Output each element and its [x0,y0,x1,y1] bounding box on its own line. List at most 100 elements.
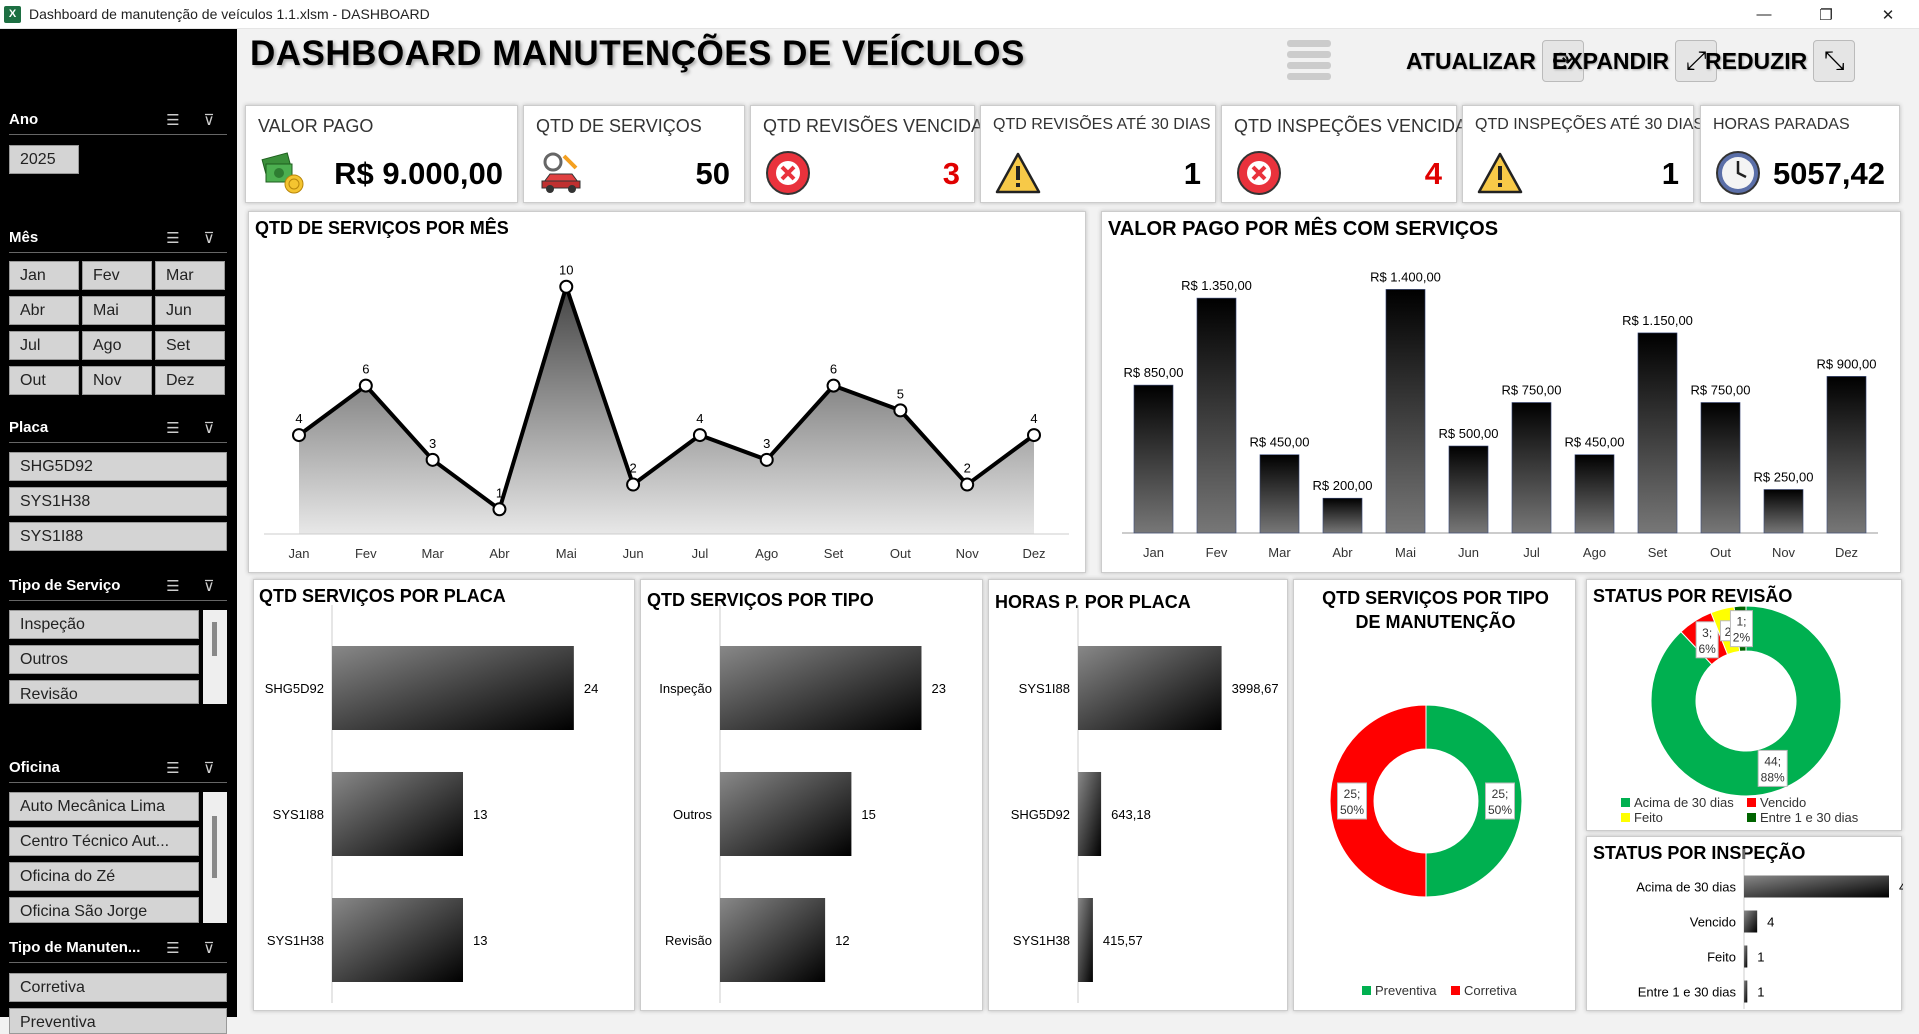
reduce-icon[interactable]: ⤡ [1813,40,1856,82]
refresh-button[interactable]: ATUALIZAR ⟳ [1406,40,1584,82]
restore-button[interactable]: ❐ [1819,6,1833,24]
bar [1744,980,1748,1003]
slicer-item-month[interactable]: Dez [155,366,225,395]
multi-select-icon[interactable]: ☰ [166,419,180,437]
reduce-button[interactable]: REDUZIR ⤡ [1705,40,1856,82]
data-label: 3998,67 [1232,681,1279,696]
bar [720,772,852,856]
clear-filter-icon[interactable]: ⊽ [203,111,215,129]
chart-title: QTD DE SERVIÇOS POR MÊS [255,218,509,238]
category-label: Outros [673,807,713,822]
slicer-item-month[interactable]: Set [155,331,225,360]
data-label: 13 [473,933,487,948]
bar [1574,454,1615,534]
label-box [1757,749,1788,787]
tick-label: Out [890,546,911,561]
slicer-item-manutencao[interactable]: Preventiva [9,1008,227,1034]
bar [1078,898,1093,982]
slicer-item-tipo[interactable]: Outros [9,645,199,674]
data-label: R$ 1.350,00 [1181,278,1252,293]
kpi-valor-pago: VALOR PAGO R$ 9.000,00 [245,105,518,203]
chart-title: QTD SERVIÇOS POR PLACA [259,586,506,606]
data-label: 24 [584,681,598,696]
bar [720,646,922,730]
data-point [492,502,507,517]
minimize-button[interactable]: — [1756,6,1772,23]
slicer-mes: Mês ☰ ⊽ [9,223,227,253]
window-title: Dashboard de manutenção de veículos 1.1.… [29,6,430,22]
label-box [1337,782,1367,820]
expand-button[interactable]: EXPANDIR ⤢ [1552,40,1718,82]
clear-filter-icon[interactable]: ⊽ [203,419,215,437]
slicer-item-manutencao[interactable]: Corretiva [9,973,227,1002]
menu-icon[interactable] [1287,40,1331,84]
slicer-item-month[interactable]: Nov [82,366,152,395]
slicer-title: Ano [9,111,39,128]
slicer-item-month[interactable]: Jun [155,296,225,325]
data-label: 3 [763,436,770,451]
slicer-item-placa[interactable]: SYS1H38 [9,487,227,516]
expand-icon[interactable]: ⤢ [1675,40,1718,82]
kpi-title: QTD REVISÕES ATÉ 30 DIAS [993,116,1211,133]
slicer-item-tipo[interactable]: Revisão [9,680,199,704]
clear-filter-icon[interactable]: ⊽ [203,229,215,247]
multi-select-icon[interactable]: ☰ [166,759,180,777]
slicer-item-tipo[interactable]: Inspeção [9,610,199,639]
category-label: SYS1I88 [273,807,324,822]
slicer-item-oficina[interactable]: Centro Técnico Aut... [9,827,199,856]
multi-select-icon[interactable]: ☰ [166,577,180,595]
slicer-item-oficina[interactable]: Oficina São Jorge [9,897,199,923]
bar [1196,297,1237,534]
slicer-item-oficina[interactable]: Oficina do Zé [9,862,199,891]
chart-status-revisao: STATUS POR REVISÃO 44; 88% 3; 6% 2 1; 2% Acima … [1586,579,1902,831]
slicer-item-month[interactable]: Fev [82,261,152,290]
slicer-item-month[interactable]: Abr [9,296,79,325]
slicer-item-month[interactable]: Out [9,366,79,395]
clear-filter-icon[interactable]: ⊽ [203,577,215,595]
tick-label: Fev [1206,545,1228,560]
slicer-item-month[interactable]: Mar [155,261,225,290]
multi-select-icon[interactable]: ☰ [166,111,180,129]
close-button[interactable]: ✕ [1881,6,1895,24]
slicer-item-oficina[interactable]: Auto Mecânica Lima [9,792,199,821]
car-repair-icon [541,152,581,193]
data-label: R$ 1.400,00 [1370,269,1441,284]
label-text: 50% [1488,803,1512,817]
bar [1700,402,1741,534]
slicer-item-month[interactable]: Mai [82,296,152,325]
slicer-scrollbar[interactable] [203,792,227,923]
data-label: 23 [931,681,945,696]
data-label: 15 [861,807,875,822]
slicer-item-placa[interactable]: SHG5D92 [9,452,227,481]
slicer-item-placa[interactable]: SYS1I88 [9,522,227,551]
slicer-title: Mês [9,229,39,246]
kpi-title: QTD INSPEÇÕES VENCIDAS [1234,116,1480,136]
kpi-value: R$ 9.000,00 [334,156,503,191]
slicer-item-month[interactable]: Jul [9,331,79,360]
slicer-scrollbar[interactable] [203,610,227,704]
category-label: SYS1I88 [1019,681,1070,696]
slicer-item-month[interactable]: Jan [9,261,79,290]
refresh-icon[interactable]: ⟳ [1541,40,1584,82]
kpi-value: 4 [1424,156,1442,191]
chart-title: QTD SERVIÇOS POR TIPO DE MANUTENÇÃO [1322,588,1549,632]
slicer-item-2025[interactable]: 2025 [9,145,79,174]
area-fill [299,286,1034,534]
kpi-title: QTD DE SERVIÇOS [536,116,702,136]
tick-label: Set [824,546,844,561]
clear-filter-icon[interactable]: ⊽ [203,759,215,777]
multi-select-icon[interactable]: ☰ [166,229,180,247]
legend-swatch [1451,986,1460,995]
bar [1744,875,1889,898]
data-label: 44 [1899,880,1903,895]
data-label: 643,18 [1111,807,1151,822]
data-label: R$ 200,00 [1313,478,1373,493]
slicer-oficina: Oficina ☰ ⊽ [9,753,227,783]
legend-swatch [1621,813,1630,822]
multi-select-icon[interactable]: ☰ [166,939,180,957]
slicer-item-month[interactable]: Ago [82,331,152,360]
bar [1744,945,1748,968]
tick-label: Out [1710,545,1731,560]
kpi-qtd-servicos: QTD DE SERVIÇOS 50 [523,105,745,203]
clear-filter-icon[interactable]: ⊽ [203,939,215,957]
